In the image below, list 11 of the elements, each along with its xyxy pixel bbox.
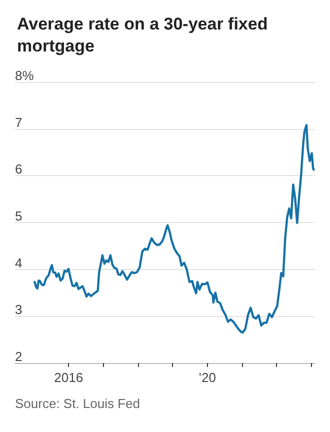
y-tick-label: 2 <box>15 349 22 364</box>
y-tick-label: 7 <box>15 114 22 130</box>
y-tick-label: 3 <box>15 302 22 318</box>
chart-title: Average rate on a 30-year fixed mortgage <box>17 14 272 56</box>
y-tick-label: 4 <box>15 255 22 270</box>
x-tick-label: ’20 <box>198 370 216 385</box>
source-note: Source: St. Louis Fed <box>15 396 140 411</box>
y-tick-label: 5 <box>15 208 22 224</box>
y-tick-label: 8% <box>15 68 34 83</box>
y-tick-label: 6 <box>15 162 22 177</box>
x-tick-label: 2016 <box>54 370 84 385</box>
